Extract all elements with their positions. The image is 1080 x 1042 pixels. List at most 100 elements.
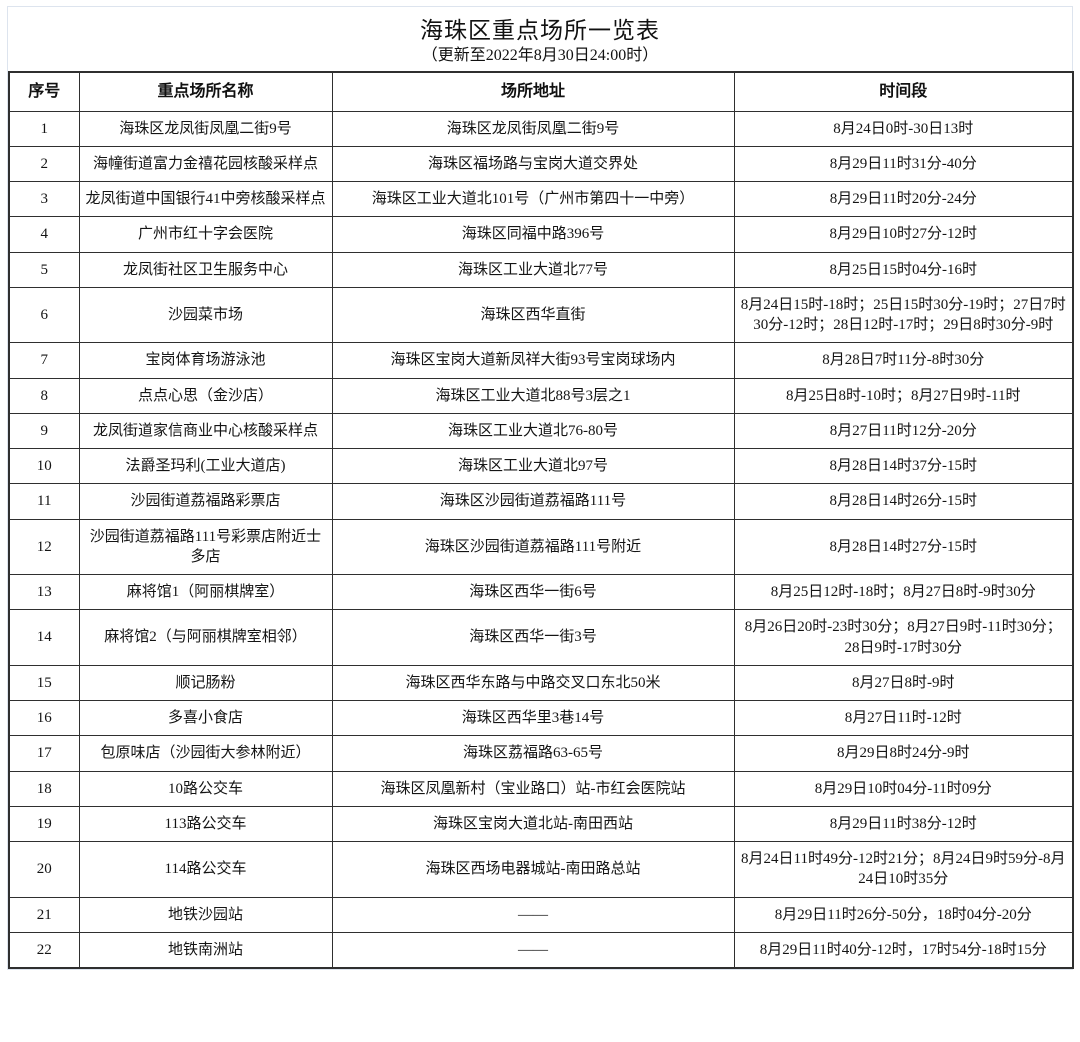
- time-cell: 8月27日8时-9时: [733, 664, 1074, 702]
- place-name-cell: 沙园菜市场: [78, 286, 333, 344]
- time-cell: 8月25日8时-10时；8月27日9时-11时: [733, 377, 1074, 414]
- place-name-cell: 广州市红十字会医院: [78, 216, 333, 253]
- table-row: 7 宝岗体育场游泳池 海珠区宝岗大道新凤祥大街93号宝岗球场内 8月28日7时1…: [8, 342, 1074, 379]
- row-number-cell: 16: [8, 700, 80, 737]
- row-number-cell: 17: [8, 735, 80, 772]
- table-row: 16 多喜小食店 海珠区西华里3巷14号 8月27日11时-12时: [8, 700, 1074, 737]
- row-number-cell: 10: [8, 448, 80, 485]
- place-name-cell: 多喜小食店: [78, 700, 333, 737]
- address-cell: 海珠区工业大道北97号: [331, 448, 735, 485]
- key-places-table: 序号 重点场所名称 场所地址 时间段 1 海珠区龙凤街凤凰二街9号 海珠区龙凤街…: [8, 71, 1074, 970]
- place-name-cell: 10路公交车: [78, 770, 333, 807]
- row-number-cell: 1: [8, 110, 80, 147]
- row-number-cell: 15: [8, 664, 80, 702]
- place-name-cell: 113路公交车: [78, 805, 333, 843]
- address-cell: 海珠区工业大道北101号（广州市第四十一中旁）: [331, 181, 735, 218]
- header-address: 场所地址: [331, 71, 735, 112]
- time-cell: 8月27日11时-12时: [733, 700, 1074, 737]
- time-cell: 8月29日11时31分-40分: [733, 145, 1074, 183]
- time-cell: 8月24日0时-30日13时: [733, 110, 1074, 147]
- table-row: 13 麻将馆1（阿丽棋牌室） 海珠区西华一街6号 8月25日12时-18时；8月…: [8, 574, 1074, 611]
- table-row: 10 法爵圣玛利(工业大道店) 海珠区工业大道北97号 8月28日14时37分-…: [8, 448, 1074, 485]
- table-row: 2 海幢街道富力金禧花园核酸采样点 海珠区福场路与宝岗大道交界处 8月29日11…: [8, 145, 1074, 183]
- page-title: 海珠区重点场所一览表: [420, 18, 660, 44]
- row-number-cell: 8: [8, 377, 80, 414]
- table-row: 9 龙凤街道家信商业中心核酸采样点 海珠区工业大道北76-80号 8月27日11…: [8, 412, 1074, 450]
- address-cell: 海珠区工业大道北88号3层之1: [331, 377, 735, 414]
- table-row: 11 沙园街道荔福路彩票店 海珠区沙园街道荔福路111号 8月28日14时26分…: [8, 483, 1074, 520]
- place-name-cell: 114路公交车: [78, 841, 333, 898]
- place-name-cell: 地铁沙园站: [78, 896, 333, 933]
- address-cell: 海珠区工业大道北76-80号: [331, 412, 735, 450]
- time-cell: 8月28日14时26分-15时: [733, 483, 1074, 520]
- row-number-cell: 21: [8, 896, 80, 933]
- row-number-cell: 14: [8, 609, 80, 666]
- address-cell: 海珠区西华一街6号: [331, 574, 735, 611]
- title-block: 海珠区重点场所一览表 （更新至2022年8月30日24:00时）: [8, 7, 1072, 71]
- row-number-cell: 11: [8, 483, 80, 520]
- time-cell: 8月25日12时-18时；8月27日8时-9时30分: [733, 574, 1074, 611]
- header-time: 时间段: [733, 71, 1074, 112]
- row-number-cell: 12: [8, 518, 80, 576]
- time-cell: 8月27日11时12分-20分: [733, 412, 1074, 450]
- time-cell: 8月29日8时24分-9时: [733, 735, 1074, 772]
- table-row: 18 10路公交车 海珠区凤凰新村（宝业路口）站-市红会医院站 8月29日10时…: [8, 770, 1074, 807]
- time-cell: 8月29日10时04分-11时09分: [733, 770, 1074, 807]
- time-cell: 8月29日11时20分-24分: [733, 181, 1074, 218]
- place-name-cell: 法爵圣玛利(工业大道店): [78, 448, 333, 485]
- table-row: 8 点点心思（金沙店） 海珠区工业大道北88号3层之1 8月25日8时-10时；…: [8, 377, 1074, 414]
- table-row: 15 顺记肠粉 海珠区西华东路与中路交叉口东北50米 8月27日8时-9时: [8, 664, 1074, 702]
- address-cell: ——: [331, 896, 735, 933]
- place-name-cell: 宝岗体育场游泳池: [78, 342, 333, 379]
- row-number-cell: 20: [8, 841, 80, 898]
- row-number-cell: 13: [8, 574, 80, 611]
- table-row: 19 113路公交车 海珠区宝岗大道北站-南田西站 8月29日11时38分-12…: [8, 805, 1074, 843]
- table-row: 20 114路公交车 海珠区西场电器城站-南田路总站 8月24日11时49分-1…: [8, 841, 1074, 898]
- time-cell: 8月29日11时38分-12时: [733, 805, 1074, 843]
- time-cell: 8月29日10时27分-12时: [733, 216, 1074, 253]
- place-name-cell: 顺记肠粉: [78, 664, 333, 702]
- header-row: 序号 重点场所名称 场所地址 时间段: [8, 71, 1074, 112]
- place-name-cell: 麻将馆2（与阿丽棋牌室相邻）: [78, 609, 333, 666]
- address-cell: 海珠区西华一街3号: [331, 609, 735, 666]
- place-name-cell: 龙凤街社区卫生服务中心: [78, 251, 333, 288]
- place-name-cell: 海珠区龙凤街凤凰二街9号: [78, 110, 333, 147]
- table-row: 5 龙凤街社区卫生服务中心 海珠区工业大道北77号 8月25日15时04分-16…: [8, 251, 1074, 288]
- header-name: 重点场所名称: [78, 71, 333, 112]
- table-body: 1 海珠区龙凤街凤凰二街9号 海珠区龙凤街凤凰二街9号 8月24日0时-30日1…: [8, 110, 1074, 969]
- row-number-cell: 6: [8, 286, 80, 344]
- row-number-cell: 5: [8, 251, 80, 288]
- row-number-cell: 4: [8, 216, 80, 253]
- address-cell: 海珠区西华里3巷14号: [331, 700, 735, 737]
- address-cell: 海珠区西场电器城站-南田路总站: [331, 841, 735, 898]
- address-cell: 海珠区西华直街: [331, 286, 735, 344]
- row-number-cell: 9: [8, 412, 80, 450]
- time-cell: 8月24日11时49分-12时21分；8月24日9时59分-8月24日10时35…: [733, 841, 1074, 898]
- address-cell: 海珠区凤凰新村（宝业路口）站-市红会医院站: [331, 770, 735, 807]
- place-name-cell: 点点心思（金沙店）: [78, 377, 333, 414]
- place-name-cell: 龙凤街道家信商业中心核酸采样点: [78, 412, 333, 450]
- time-cell: 8月28日7时11分-8时30分: [733, 342, 1074, 379]
- time-cell: 8月25日15时04分-16时: [733, 251, 1074, 288]
- table-header: 序号 重点场所名称 场所地址 时间段: [8, 71, 1074, 112]
- address-cell: 海珠区西华东路与中路交叉口东北50米: [331, 664, 735, 702]
- place-name-cell: 龙凤街道中国银行41中旁核酸采样点: [78, 181, 333, 218]
- address-cell: 海珠区龙凤街凤凰二街9号: [331, 110, 735, 147]
- address-cell: ——: [331, 931, 735, 969]
- row-number-cell: 19: [8, 805, 80, 843]
- time-cell: 8月29日11时40分-12时，17时54分-18时15分: [733, 931, 1074, 969]
- address-cell: 海珠区工业大道北77号: [331, 251, 735, 288]
- place-name-cell: 包原味店（沙园街大参林附近）: [78, 735, 333, 772]
- table-row: 1 海珠区龙凤街凤凰二街9号 海珠区龙凤街凤凰二街9号 8月24日0时-30日1…: [8, 110, 1074, 147]
- table-row: 3 龙凤街道中国银行41中旁核酸采样点 海珠区工业大道北101号（广州市第四十一…: [8, 181, 1074, 218]
- row-number-cell: 2: [8, 145, 80, 183]
- address-cell: 海珠区沙园街道荔福路111号: [331, 483, 735, 520]
- table-row: 21 地铁沙园站 —— 8月29日11时26分-50分，18时04分-20分: [8, 896, 1074, 933]
- table-row: 22 地铁南洲站 —— 8月29日11时40分-12时，17时54分-18时15…: [8, 931, 1074, 969]
- place-name-cell: 海幢街道富力金禧花园核酸采样点: [78, 145, 333, 183]
- address-cell: 海珠区沙园街道荔福路111号附近: [331, 518, 735, 576]
- time-cell: 8月29日11时26分-50分，18时04分-20分: [733, 896, 1074, 933]
- row-number-cell: 3: [8, 181, 80, 218]
- address-cell: 海珠区同福中路396号: [331, 216, 735, 253]
